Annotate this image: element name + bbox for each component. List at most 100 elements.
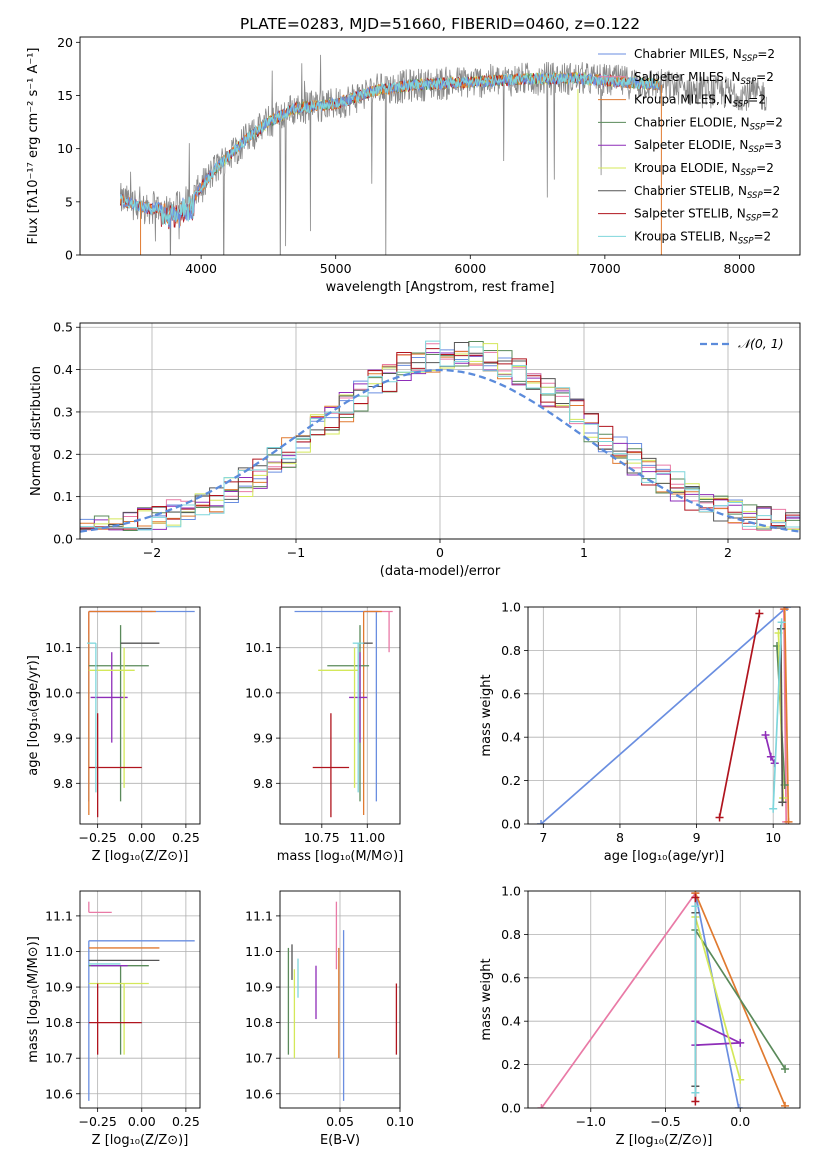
mass_weight_vs_age-marker-8-0 (769, 804, 778, 813)
age_vs_Z-plot-area (87, 610, 195, 818)
mass_weight_vs_age-ytick-label: 0.8 (501, 643, 521, 658)
mass_weight_vs_Z-plot-area (537, 891, 790, 1108)
mass_weight_vs_Z-line-5 (694, 916, 742, 1081)
mass_vs_Z-xtick-label: −0.25 (78, 1114, 116, 1129)
spectrum-ytick-label: 5 (65, 194, 73, 209)
mass_weight_vs_Z-marker-3-1 (781, 1064, 790, 1073)
mass_weight_vs_Z-xtick-label: −1.0 (576, 1114, 606, 1129)
spectrum-model-kroupa-stelib (119, 71, 660, 225)
spectrum-plot-area (119, 54, 767, 255)
age_vs_mass-xlabel: mass [log₁₀(M/M⊙)] (277, 849, 404, 864)
mass_weight_vs_age-marker-2-0 (780, 607, 789, 614)
mass_weight_vs_Z-marker-5-1 (736, 1075, 745, 1084)
mass_weight_vs_age-line-7 (718, 613, 761, 818)
mass_weight_vs_age-ytick-label: 0.4 (501, 730, 521, 745)
mass_vs_Z-ytick-label: 10.9 (45, 980, 73, 995)
mass_weight_vs_age-marker-8-1 (777, 618, 786, 627)
mass_weight_vs_Z-marker-2-1 (781, 1101, 790, 1108)
residuals-ytick-label: 0.1 (53, 489, 73, 504)
mass_weight_vs_Z-marker-4-1 (736, 1038, 745, 1047)
residuals-xtick-label: 1 (580, 545, 588, 560)
age_vs_mass-ytick-label: 10.0 (245, 685, 273, 700)
age_vs_Z-xlabel: Z [log₁₀(Z/Z⊙)] (92, 849, 189, 864)
legend-entry-6: Chabrier STELIB, NSSP=2 (634, 184, 780, 201)
mass_weight_vs_age-ytick-label: 0.2 (501, 773, 521, 788)
age_vs_mass-xtick-label: 10.75 (304, 830, 340, 845)
mass_weight_vs_Z-ytick-label: 0.6 (501, 970, 521, 985)
mass_weight_vs_age-xtick-label: 10 (765, 830, 781, 845)
spectrum-xlabel: wavelength [Angstrom, rest frame] (326, 280, 555, 295)
mass_weight_vs_Z-ytick-label: 0.4 (501, 1014, 521, 1029)
spectrum-xtick-label: 4000 (185, 261, 217, 276)
mass_weight_vs_Z-line-3 (694, 929, 786, 1070)
mass_vs_Z-frame (79, 890, 201, 1109)
mass_vs_ebv-ytick-label: 11.0 (245, 944, 273, 959)
mass_vs_ebv-ytick-label: 11.1 (245, 908, 273, 923)
spectrum-xtick-label: 7000 (589, 261, 621, 276)
mass_weight_vs_age-xlabel: age [log₁₀(age/yr)] (604, 849, 725, 864)
mass_vs_Z-ytick-label: 10.6 (45, 1086, 73, 1101)
mass_weight_vs_age-xtick-label: 9 (693, 830, 701, 845)
mass_weight_vs_Z-ytick-label: 0.0 (501, 1101, 521, 1116)
age_vs_Z-xtick-label: −0.25 (78, 830, 116, 845)
mass_weight_vs_age-marker-7-1 (755, 609, 764, 618)
mass_vs_ebv-ytick-label: 10.7 (245, 1051, 273, 1066)
residuals-ytick-label: 0.5 (53, 320, 73, 335)
spectrum-ylabel: Flux [fλ10⁻¹⁷ erg cm⁻² s⁻¹ A⁻¹] (26, 48, 41, 245)
age_vs_Z-ytick-label: 9.8 (53, 776, 73, 791)
age_vs_mass-ytick-label: 9.8 (253, 776, 273, 791)
mass_weight_vs_Z-ytick-label: 0.8 (501, 927, 521, 942)
mass_weight_vs_age-line-6 (779, 628, 784, 803)
mass_vs_Z-xlabel: Z [log₁₀(Z/Z⊙)] (92, 1133, 189, 1148)
mass_weight_vs_Z-frame (527, 890, 801, 1109)
spectrum-ytick-label: 0 (65, 248, 73, 263)
mass_vs_ebv-xtick-label: 0.10 (386, 1114, 414, 1129)
age_vs_mass-plot-area (294, 610, 393, 818)
spectrum-ytick-label: 10 (57, 141, 73, 156)
mass_vs_Z-ylabel: mass [log₁₀(M/M⊙)] (26, 936, 41, 1063)
mass_weight_vs_age-ytick-label: 0.6 (501, 686, 521, 701)
spectrum-xtick-label: 8000 (724, 261, 756, 276)
residuals-ytick-label: 0.2 (53, 447, 73, 462)
mass_weight_vs_age-xtick-label: 7 (539, 830, 547, 845)
residuals-xtick-label: 2 (724, 545, 732, 560)
legend-entry-5: Kroupa ELODIE, NSSP=2 (634, 161, 774, 178)
residuals-ytick-label: 0.0 (53, 532, 73, 547)
legend-entry-0: Chabrier MILES, NSSP=2 (634, 47, 775, 64)
age_vs_Z-ytick-label: 10.0 (45, 685, 73, 700)
mass_weight_vs_age-xtick-label: 8 (616, 830, 624, 845)
age_vs_mass-ytick-label: 9.9 (253, 731, 273, 746)
spectrum-ytick-label: 20 (57, 35, 73, 50)
mass_vs_ebv-xtick-label: 0.05 (326, 1114, 354, 1129)
spectrum-xtick-label: 5000 (320, 261, 352, 276)
residuals-ytick-label: 0.4 (53, 362, 73, 377)
age_vs_Z-frame (79, 606, 201, 825)
legend-entry-1: Salpeter MILES, NSSP=2 (634, 70, 774, 87)
mass_vs_ebv-ytick-label: 10.6 (245, 1086, 273, 1101)
mass_weight_vs_age-marker-6-1 (778, 798, 787, 807)
legend-entry-3: Chabrier ELODIE, NSSP=2 (634, 115, 783, 132)
mass_weight_vs_Z-xtick-label: −0.5 (650, 1114, 680, 1129)
mass_vs_ebv-ytick-label: 10.8 (245, 1015, 273, 1030)
mass_weight_vs_Z-line-4 (695, 1020, 741, 1046)
mass_vs_ebv-ytick-label: 10.9 (245, 980, 273, 995)
mass_vs_Z-ytick-label: 10.8 (45, 1015, 73, 1030)
mass_weight_vs_Z-ytick-label: 0.2 (501, 1057, 521, 1072)
mass_weight_vs_age-ylabel: mass weight (479, 674, 494, 756)
legend-entry-8: Kroupa STELIB, NSSP=2 (634, 229, 771, 246)
age_vs_mass-frame (279, 606, 401, 825)
age_vs_Z-ytick-label: 9.9 (53, 731, 73, 746)
residuals-xlabel: (data-model)/error (380, 564, 501, 579)
residuals-xtick-label: −1 (287, 545, 305, 560)
legend-entry-4: Salpeter ELODIE, NSSP=3 (634, 138, 782, 155)
mass_weight_vs_Z-xlabel: Z [log₁₀(Z/Z⊙)] (616, 1133, 713, 1148)
mass_weight_vs_age-frame (527, 606, 801, 825)
mass_weight_vs_Z-xtick-label: 0.0 (730, 1114, 750, 1129)
mass_weight_vs_age-marker-4-0 (761, 731, 770, 740)
legend-entry-7: Salpeter STELIB, NSSP=2 (634, 207, 779, 224)
residuals-xtick-label: 0 (436, 545, 444, 560)
age_vs_Z-xtick-label: 0.00 (128, 830, 156, 845)
mass_weight_vs_Z-line-1 (540, 892, 697, 1108)
